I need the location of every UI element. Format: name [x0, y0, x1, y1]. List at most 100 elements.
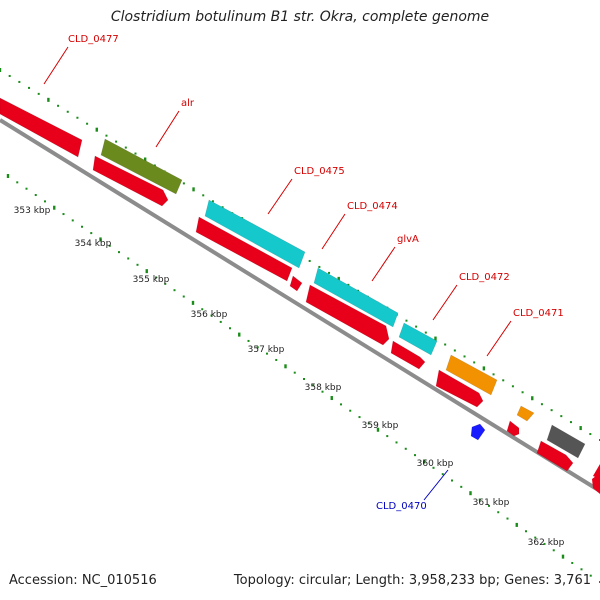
inner-track-dot: [173, 289, 176, 292]
feature-arrow: [435, 369, 484, 408]
feature-arrow: [92, 155, 169, 207]
outer-track-dot: [318, 265, 321, 268]
inner-track-dot: [525, 530, 527, 533]
inner-track-dot: [404, 447, 407, 450]
inner-track-dot: [432, 466, 435, 469]
feature-arrow: [398, 322, 438, 356]
feature-arrow: [0, 97, 83, 158]
outer-track-dot: [424, 331, 427, 334]
label-leader-line: [432, 284, 458, 321]
inner-track-dot: [367, 422, 370, 425]
tick-label: 353 kbp: [14, 206, 51, 216]
inner-track-dot: [460, 485, 463, 488]
tick-label: 362 kbp: [528, 538, 565, 548]
feature-arrow: [546, 424, 586, 459]
tick-label: 355 kbp: [133, 275, 170, 285]
inner-track-dot: [25, 187, 28, 190]
inner-track-dot: [293, 371, 296, 374]
inner-track-dot: [469, 491, 472, 496]
outer-track-dot: [492, 373, 495, 376]
outer-track-dot: [589, 433, 592, 436]
feature-label: CLD_0475: [294, 166, 345, 177]
feature-arrow: [305, 284, 390, 346]
outer-track-dot: [502, 379, 505, 382]
inner-track-dot: [108, 244, 111, 247]
label-leader-line: [371, 246, 396, 282]
inner-track-dot: [247, 339, 250, 342]
inner-track-dot: [81, 225, 83, 228]
outer-track-dot: [328, 271, 331, 274]
label-leaders: [43, 46, 512, 501]
outer-track-dot: [415, 325, 418, 328]
inner-track-dot: [44, 200, 46, 203]
outer-track-dot: [143, 157, 147, 162]
inner-track-dot: [571, 561, 574, 564]
outer-track-dot: [153, 164, 156, 167]
feature-label: CLD_0472: [459, 272, 510, 283]
inner-track-dot: [340, 403, 342, 406]
outer-track-dot: [482, 366, 486, 371]
outer-track-dot: [115, 140, 118, 143]
outer-track-dot: [211, 200, 214, 203]
outer-track-dot: [8, 74, 11, 77]
feature-arrow: [593, 464, 600, 479]
inner-track-dot: [145, 269, 148, 274]
tick-label: 360 kbp: [417, 459, 454, 469]
feature-arrow: [445, 354, 498, 396]
inner-track-dot: [534, 536, 537, 539]
inner-track-dot: [256, 346, 259, 349]
feature-arrow: [516, 405, 535, 422]
backbone-track: [0, 118, 600, 493]
outer-track-dot: [86, 122, 89, 125]
label-leader-line: [267, 178, 293, 215]
inner-track-dot: [451, 479, 453, 482]
feature-label: alr: [181, 98, 195, 109]
inner-track-dot: [34, 194, 37, 197]
feature-arrow: [313, 267, 399, 328]
feature-arrow: [204, 199, 306, 269]
label-leader-line: [486, 320, 512, 357]
outer-track-dot: [434, 336, 437, 341]
inner-track-dot: [238, 332, 241, 337]
outer-track-dot: [531, 396, 534, 401]
inner-track-dot: [275, 358, 278, 361]
outer-track-dot: [192, 187, 195, 192]
outer-track-dot: [105, 134, 108, 137]
inner-track-dot: [358, 416, 361, 419]
inner-track-dot: [561, 554, 565, 559]
outer-track-dot: [337, 276, 340, 281]
inner-track-dot: [210, 314, 213, 317]
feature-arrow: [536, 440, 574, 472]
outer-track-dot: [124, 146, 127, 149]
outer-track-dot: [550, 409, 553, 412]
outer-track-dot: [511, 385, 514, 388]
inner-track-dot: [386, 435, 389, 438]
feature-arrow: [289, 275, 303, 292]
label-leader-line: [155, 110, 180, 148]
inner-dotted-track: [6, 174, 600, 583]
inner-track-dot: [321, 390, 324, 393]
inner-track-dot: [191, 300, 195, 305]
inner-track-dot: [99, 237, 102, 242]
feature-label: CLD_0470: [376, 501, 427, 512]
label-leader-line: [321, 213, 346, 250]
map-title: Clostridium botulinum B1 str. Okra, comp…: [110, 9, 490, 25]
backbone-line: [0, 118, 600, 493]
outer-track-dot: [405, 319, 408, 322]
inner-track-dot: [219, 320, 222, 323]
outer-track-dot: [202, 194, 205, 197]
inner-track-dot: [266, 352, 268, 355]
outer-track-dot: [569, 421, 572, 424]
inner-track-dot: [515, 522, 518, 527]
inner-track-dot: [164, 282, 167, 285]
outer-track-dot: [76, 116, 79, 119]
inner-track-dot: [478, 498, 481, 501]
outer-track-dot: [57, 104, 60, 107]
tick-label: 359 kbp: [362, 421, 399, 431]
feature-track: [0, 97, 600, 494]
tick-label: 361 kbp: [473, 498, 510, 508]
label-leader-line: [43, 46, 69, 85]
inner-track-dot: [136, 263, 139, 266]
